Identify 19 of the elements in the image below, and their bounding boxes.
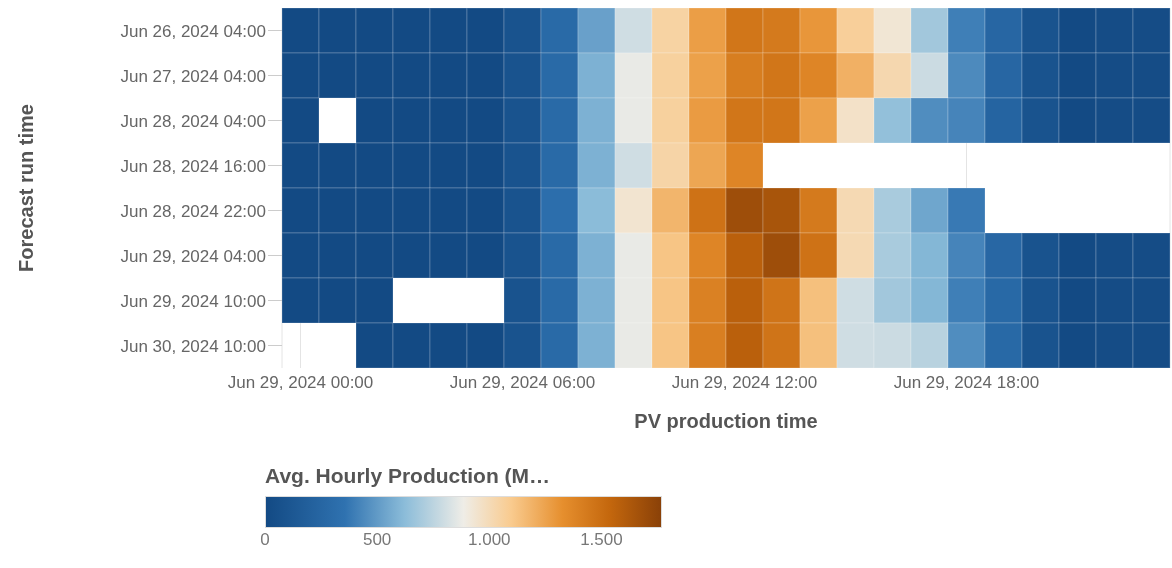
- y-tick-label: Jun 28, 2024 22:00: [120, 201, 266, 221]
- x-tick-label: Jun 29, 2024 12:00: [671, 373, 818, 393]
- y-tick-label: Jun 26, 2024 04:00: [120, 21, 266, 41]
- y-axis-title: Forecast run time: [15, 104, 38, 272]
- y-tick-label: Jun 28, 2024 04:00: [120, 111, 266, 131]
- x-axis-title: PV production time: [634, 410, 818, 432]
- x-tick-label: Jun 29, 2024 18:00: [893, 373, 1040, 393]
- x-tick-label: Jun 29, 2024 06:00: [449, 373, 596, 393]
- legend-title: Avg. Hourly Production (M…: [265, 464, 552, 488]
- y-tick-label: Jun 29, 2024 10:00: [120, 291, 266, 311]
- y-tick-label: Jun 28, 2024 16:00: [120, 156, 266, 176]
- y-tick-label: Jun 30, 2024 10:00: [120, 336, 266, 356]
- color-bar-label: 0: [260, 530, 270, 550]
- y-tick-label: Jun 29, 2024 04:00: [120, 246, 266, 266]
- color-bar-label: 1.500: [580, 530, 623, 550]
- color-bar-label: 1.000: [468, 530, 511, 550]
- color-bar-label: 500: [362, 530, 392, 550]
- y-tick-label: Jun 27, 2024 04:00: [120, 66, 266, 86]
- x-tick-label: Jun 29, 2024 00:00: [227, 373, 374, 393]
